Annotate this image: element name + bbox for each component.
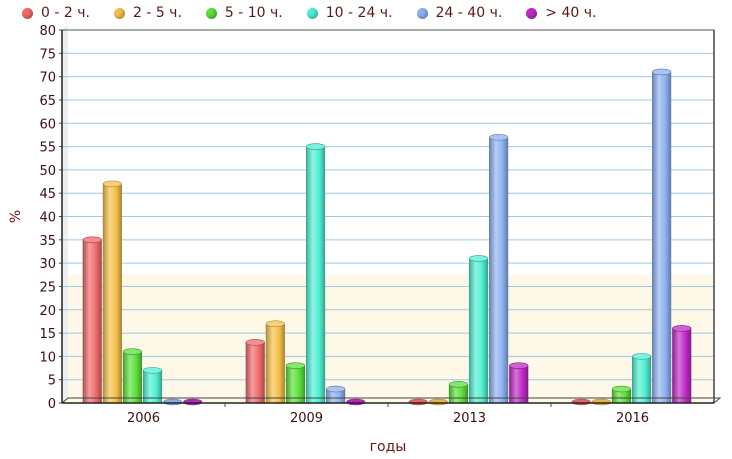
legend-item-24-40: 24 - 40 ч. [416,5,503,21]
bar [102,183,122,404]
bar [285,365,306,404]
legend-swatch-0-2 [22,7,33,19]
legend-swatch-24-40 [416,7,428,19]
legend-item-0-2: 0 - 2 ч. [22,5,90,21]
plot-side-wall [62,24,68,403]
y-tick-label: 55 [39,141,56,156]
bar-zero-cap [163,398,183,406]
bar [265,323,285,404]
x-tick-label: 2013 [453,411,486,426]
bar-cap [82,236,102,244]
bar-zero-cap [183,398,203,406]
y-tick-label: 70 [39,71,56,86]
y-tick-labels: 0 5 10 15 20 25 30 35 40 45 50 55 60 65 70 75 80 [39,24,62,412]
bar-zero-cap [346,398,366,406]
bar-cap [305,143,326,150]
bar-zero-cap [408,398,428,406]
plot-background [62,24,714,403]
bar-cap [122,348,142,356]
legend-label-2-5: 2 - 5 ч. [132,5,182,21]
bar-zero-cap [428,398,448,406]
y-tick-label: 65 [39,94,56,109]
x-tick-labels: 2006 2009 2013 2016 [127,411,649,426]
bar-cap [631,353,652,360]
bar [82,239,102,404]
x-tick-label: 2016 [616,411,649,426]
y-tick-label: 30 [39,257,56,272]
legend-swatch-10-24 [306,7,318,19]
legend-swatch-2-5 [113,7,125,19]
y-tick-label: 20 [39,304,56,319]
gridlines [61,29,715,404]
legend-label-0-2: 0 - 2 ч. [41,5,90,21]
bar-cap [468,255,489,262]
x-tick-label: 2009 [290,411,323,426]
y-tick-label: 25 [39,280,56,295]
bar [489,136,509,404]
legend-label-10-24: 10 - 24 ч. [325,5,393,21]
bar [468,258,489,404]
bar-cap [509,362,529,370]
legend-item-2-5: 2 - 5 ч. [113,5,182,21]
bar [509,365,529,404]
y-tick-label: 40 [39,211,56,226]
plot-area-lower [62,274,714,403]
bar [245,342,265,404]
bar-zero-cap [571,398,591,406]
bar-cap [102,180,122,188]
bar [672,328,692,404]
y-tick-label: 50 [39,164,56,179]
legend-item-10-24: 10 - 24 ч. [306,5,393,21]
plot-area-upper [62,30,714,275]
y-tick-label: 0 [48,397,56,412]
bar-cap [652,68,672,76]
legend-label-5-10: 5 - 10 ч. [224,5,283,21]
bar-cap [245,339,265,346]
legend-label-24-40: 24 - 40 ч. [435,5,503,21]
legend-label-over-40: > 40 ч. [545,5,597,21]
bar-cap [489,133,509,141]
y-tick-label: 15 [39,327,56,342]
bar-cap [143,367,163,374]
bar-cap [326,385,346,393]
legend-swatch-over-40 [526,7,538,19]
x-tick-label: 2006 [127,411,160,426]
bar-cap [285,362,306,370]
bar [652,71,672,404]
y-axis-title: % [8,210,24,223]
bar-cap [265,320,285,328]
y-tick-label: 10 [39,350,56,365]
y-tick-label: 80 [39,24,56,39]
bar-cap [448,381,469,388]
y-tick-label: 35 [39,234,56,249]
legend-item-5-10: 5 - 10 ч. [205,5,283,21]
legend-swatch-5-10 [205,7,217,19]
y-tick-label: 45 [39,187,56,202]
bars [82,68,692,406]
bar [631,356,652,404]
bar-cap [672,325,692,332]
y-tick-label: 60 [39,117,56,132]
bar [305,146,326,404]
bar-zero-cap [591,398,611,406]
bar-cap [611,385,632,393]
y-tick-label: 5 [48,374,56,389]
bar [122,351,142,404]
y-tick-label: 75 [39,47,56,62]
legend-item-over-40: > 40 ч. [526,5,596,21]
chart-legend: 0 - 2 ч. 2 - 5 ч. 5 - 10 ч. 10 - 24 ч. 2… [22,3,620,23]
x-axis-title: годы [370,439,407,455]
